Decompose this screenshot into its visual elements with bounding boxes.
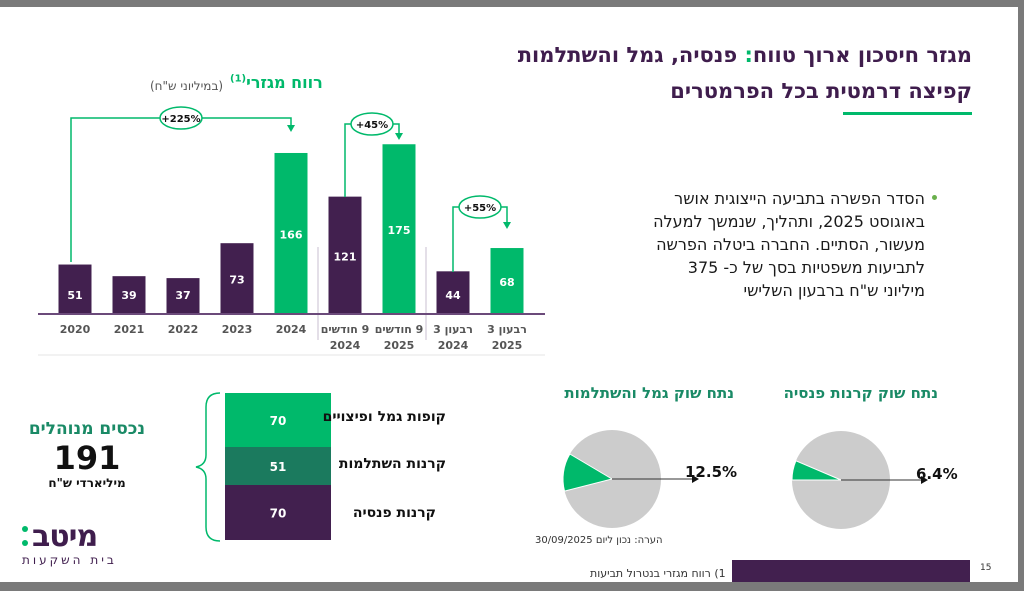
segment-label-gemel: קופות גמל ופיצויים xyxy=(322,409,446,425)
bar-value-label: 51 xyxy=(67,289,82,302)
category-label: רבעון 3 xyxy=(487,323,527,336)
pie-title-pension: נתח שוק קרנות פנסיה xyxy=(783,384,938,402)
category-label: 2024 xyxy=(276,323,307,336)
arrow-right-icon xyxy=(692,475,699,483)
brace-icon xyxy=(195,392,221,542)
bar-6 xyxy=(382,144,416,314)
category-label: 2023 xyxy=(222,323,253,336)
chart-title-text: רווח מגזרי xyxy=(246,73,323,92)
bar-value-label: 37 xyxy=(175,289,190,302)
chart-title: רווח מגזרי(1) xyxy=(230,73,323,92)
title-underline xyxy=(843,112,972,115)
growth-badge-label: +55% xyxy=(464,203,496,214)
stack-segment-1 xyxy=(225,447,331,485)
bar-5 xyxy=(328,196,362,314)
page-subtitle: קפיצה דרמטית בכל הפרמטרים xyxy=(670,79,972,103)
category-label: 2020 xyxy=(60,323,91,336)
arrow-head-icon xyxy=(503,222,511,229)
category-label: 9 חודשים xyxy=(375,323,424,336)
chart-title-superscript: (1) xyxy=(230,73,247,85)
stack-segment-value: 70 xyxy=(270,414,287,428)
bar-7 xyxy=(436,271,470,314)
title-part1: מגזר חיסכון ארוך טווח xyxy=(752,43,972,67)
growth-badge xyxy=(458,195,502,219)
footnote: 1) רווח מגזרי בנטרול תביעות xyxy=(590,567,726,580)
pie-value-pension: 6.4% xyxy=(916,465,958,483)
bar-4 xyxy=(274,152,308,314)
stack-segment-2 xyxy=(225,485,331,540)
segment-label-pension: קרנות פנסיה xyxy=(352,505,436,521)
bar-value-label: 73 xyxy=(229,274,244,287)
bar-value-label: 39 xyxy=(121,289,136,302)
category-label: 2025 xyxy=(492,339,523,352)
growth-badge-label: +45% xyxy=(356,120,388,131)
pie-title-gemel: נתח שוק גמל והשתלמות xyxy=(564,384,734,402)
arrow-head-icon xyxy=(395,133,403,140)
segment-label-hishtalmut: קרנות השתלמות xyxy=(338,456,446,472)
stack-segment-0 xyxy=(225,393,331,447)
bullet-icon xyxy=(932,195,937,200)
bullet-text: הסדר הפשרה בתביעה הייצוגית אושר באוגוסט … xyxy=(653,189,925,300)
category-label: 2024 xyxy=(330,339,361,352)
title-colon: : xyxy=(744,43,753,67)
aum-stacked-bar: 70 51 70 xyxy=(195,392,331,542)
bar-value-label: 121 xyxy=(334,250,357,263)
growth-badge xyxy=(159,106,203,130)
logo-subtitle: בית השקעות xyxy=(22,553,117,567)
pie-value-gemel: 12.5% xyxy=(685,463,738,481)
slide: מגזר חיסכון ארוך טווח: פנסיה, גמל והשתלמ… xyxy=(0,7,1018,582)
title-part2: פנסיה, גמל והשתלמות xyxy=(517,43,745,67)
bar-0 xyxy=(58,264,92,314)
footer-bar xyxy=(732,560,970,582)
bar-value-label: 175 xyxy=(388,224,411,237)
aum-unit: מיליארדי ש"ח xyxy=(48,476,126,490)
pie-share-slice xyxy=(791,460,842,481)
logo: מיטב xyxy=(32,519,98,554)
bar-8 xyxy=(490,248,524,314)
bar-value-label: 68 xyxy=(499,276,514,289)
growth-badge xyxy=(350,112,394,136)
segment-profit-bar-chart: 51 2020 39 2021 37 2022 73 2023 166 2024 121 9 חודש… xyxy=(38,106,545,356)
bar-value-label: 166 xyxy=(280,228,303,241)
growth-badge-label: +225% xyxy=(161,114,200,125)
aum-total: 191 xyxy=(53,439,121,477)
category-label: 2024 xyxy=(438,339,469,352)
bar-value-label: 44 xyxy=(445,289,461,302)
arrow-head-icon xyxy=(287,125,295,132)
aum-title: נכסים מנוהלים xyxy=(28,419,146,439)
bar-1 xyxy=(112,276,146,314)
date-note: הערה: נכון ליום 30/09/2025 xyxy=(535,535,663,546)
arrow-right-icon xyxy=(921,476,928,484)
growth-arrow-line xyxy=(70,117,292,262)
market-share-pies xyxy=(562,430,928,529)
bar-2 xyxy=(166,278,200,314)
chart-unit-label: (במיליוני ש"ח) xyxy=(150,79,224,93)
bar-3 xyxy=(220,243,254,314)
page-number: 15 xyxy=(980,563,992,573)
category-label: 2022 xyxy=(168,323,199,336)
logo-dot-bottom xyxy=(22,540,28,546)
pie-share-slice xyxy=(562,453,614,492)
category-label: 2021 xyxy=(114,323,145,336)
category-label: 9 חודשים xyxy=(321,323,370,336)
category-label: רבעון 3 xyxy=(433,323,473,336)
stack-segment-value: 51 xyxy=(270,460,287,474)
category-label: 2025 xyxy=(384,339,415,352)
logo-dot-top xyxy=(22,526,28,532)
stack-segment-value: 70 xyxy=(270,507,287,521)
page-title: מגזר חיסכון ארוך טווח: פנסיה, גמל והשתלמ… xyxy=(518,43,972,67)
